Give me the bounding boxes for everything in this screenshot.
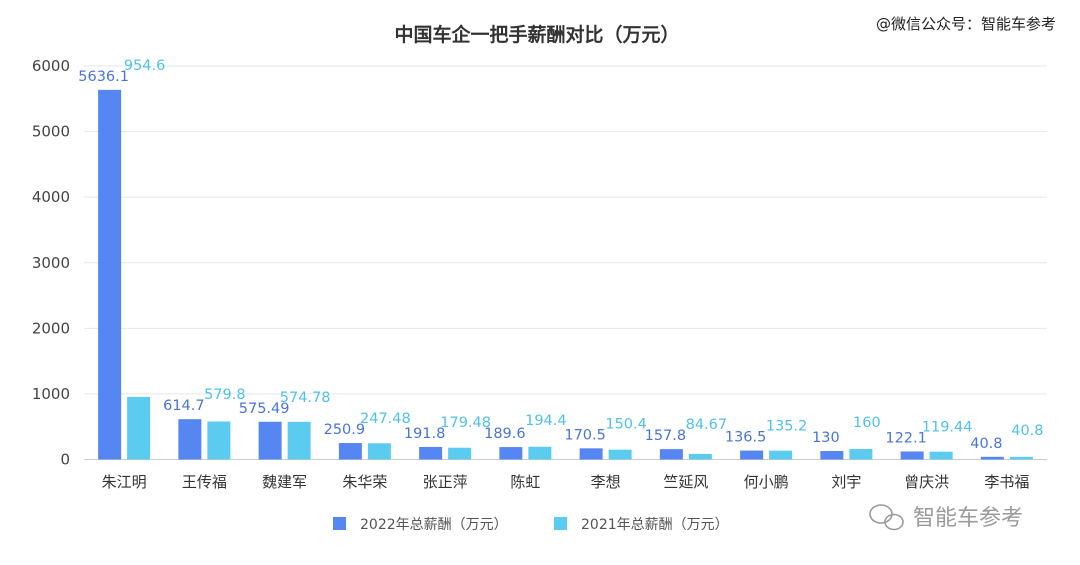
chart-title: 中国车企一把手薪酬对比（万元） [394,23,679,46]
bar-2022 [338,443,362,460]
watermark-bottom-text: 智能车参考 [913,506,1023,531]
bar-2021 [688,453,712,460]
x-category-label: 李书福 [984,473,1029,491]
y-tick-label: 3000 [32,254,70,272]
data-label: 194.4 [525,413,567,429]
data-label: 247.48 [360,411,411,427]
data-label: 40.8 [1011,423,1043,439]
data-label: 5636.1 [78,69,129,85]
data-label: 579.8 [204,387,246,403]
bar-2021 [127,396,151,460]
bar-2021 [367,443,391,460]
x-category-label: 李想 [591,473,621,491]
bars [98,89,1033,460]
watermark-bottom: 智能车参考 [869,504,1023,531]
bar-2021 [207,421,231,460]
bar-2021 [1009,456,1033,460]
x-category-label: 张正萍 [423,473,468,491]
data-label: 179.48 [440,415,491,431]
data-label: 575.49 [239,401,290,417]
y-tick-label: 1000 [32,385,70,403]
grid-lines [84,65,1047,460]
bar-2022 [659,449,683,460]
data-label: 150.4 [605,416,647,432]
bar-2022 [740,450,764,460]
y-tick-label: 2000 [32,319,70,337]
bar-2021 [287,421,311,460]
y-tick-label: 0 [60,451,70,469]
data-label: 250.9 [324,422,366,438]
bar-2022 [820,450,844,460]
legend-swatch [333,517,346,530]
x-category-label: 曾庆洪 [904,473,949,491]
data-label: 574.78 [280,390,331,406]
x-category-label: 朱江明 [102,473,147,491]
x-category-label: 竺延风 [663,473,708,491]
y-tick-label: 6000 [32,57,70,75]
bar-2021 [528,446,552,460]
data-label: 954.6 [124,58,166,74]
bar-2021 [929,451,953,460]
legend: 2022年总薪酬（万元） 2021年总薪酬（万元） [333,517,729,533]
data-label: 119.44 [922,419,973,435]
bar-2022 [499,447,523,460]
bar-2022 [98,89,122,460]
data-label: 189.6 [484,426,526,442]
x-category-label: 王传福 [182,473,227,491]
y-tick-label: 5000 [32,123,70,141]
data-label: 191.8 [404,426,446,442]
data-label: 157.8 [645,428,687,444]
bar-2021 [849,449,873,460]
bar-2021 [448,447,472,460]
data-label: 136.5 [725,430,767,446]
x-category-label: 何小鹏 [744,473,789,491]
data-label: 135.2 [766,419,808,435]
y-axis-ticks: 0 1000 2000 3000 4000 5000 6000 [32,57,70,469]
x-axis-categories: 朱江明 王传福 魏建军 朱华荣 张正萍 陈虹 李想 竺延风 何小鹏 刘宇 曾庆洪 李书福 [102,473,1030,491]
x-category-label: 朱华荣 [342,473,387,491]
data-label: 40.8 [970,436,1002,452]
bar-2022 [258,421,282,460]
data-label: 614.7 [163,398,205,414]
data-label: 84.67 [686,417,728,433]
bar-2022 [178,419,202,460]
y-tick-label: 4000 [32,188,70,206]
x-category-label: 魏建军 [262,473,307,491]
data-label: 122.1 [885,430,927,446]
bar-2021 [608,449,632,460]
data-label: 160 [853,415,881,431]
x-category-label: 刘宇 [831,473,861,491]
legend-swatch [554,517,567,530]
data-label: 130 [812,430,840,446]
bar-2022 [579,448,603,460]
bar-2022 [419,446,443,460]
wechat-icon [869,504,904,531]
data-label: 170.5 [564,427,606,443]
legend-label: 2022年总薪酬（万元） [360,517,508,533]
x-category-label: 陈虹 [510,473,540,491]
watermark-top-text: @微信公众号：智能车参考 [876,15,1056,33]
bar-2021 [769,450,793,460]
bar-2022 [900,451,924,460]
legend-label: 2021年总薪酬（万元） [581,517,729,533]
bar-2022 [980,456,1004,460]
